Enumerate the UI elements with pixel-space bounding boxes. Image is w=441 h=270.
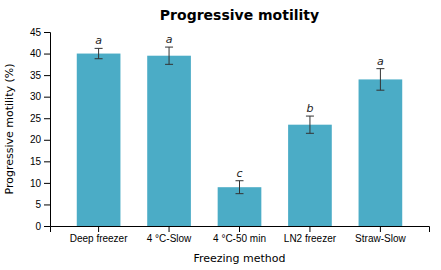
- error-bar-stem: [98, 48, 99, 58]
- y-tick-label: 0: [35, 221, 41, 232]
- y-tick: 20: [30, 134, 50, 145]
- error-bar-cap: [165, 64, 173, 65]
- y-axis-line: [44, 33, 51, 227]
- bar: [147, 56, 191, 226]
- annotations: a a c b a: [95, 33, 384, 180]
- title: Progressive motility: [160, 7, 319, 23]
- x-tick-label: Deep freezer: [70, 233, 128, 244]
- y-axis: 0 5 10 15 20 25 30 35 40 45: [30, 27, 51, 232]
- x-tick-label: LN2 freezer: [284, 233, 337, 244]
- y-tick-label: 25: [30, 113, 42, 124]
- error-bar-stem: [380, 69, 381, 91]
- marks: [77, 47, 402, 226]
- y-tick: 0: [35, 221, 50, 232]
- x-tick-label: 4 °C-50 min: [213, 233, 266, 244]
- y-tick-mark: [44, 226, 50, 227]
- y-tick-label: 45: [30, 27, 42, 38]
- y-tick-mark: [44, 183, 50, 184]
- error-bar-stem: [239, 181, 240, 194]
- x-tick-mark: [98, 226, 99, 232]
- letter-annotation: a: [166, 33, 173, 46]
- error-bar-cap: [376, 68, 384, 69]
- x-axis-title: Freezing method: [193, 252, 285, 265]
- y-tick-mark: [44, 140, 50, 141]
- letter-annotation: b: [306, 102, 313, 115]
- x-axis: Deep freezer 4 °C-Slow 4 °C-50 min LN2 free…: [51, 226, 430, 244]
- x-tick-label: 4 °C-Slow: [147, 233, 192, 244]
- y-tick-mark: [44, 204, 50, 205]
- y-tick: 5: [35, 199, 50, 210]
- x-tick: Straw-Slow: [355, 226, 406, 244]
- y-tick-label: 20: [30, 134, 42, 145]
- y-tick-mark: [44, 54, 50, 55]
- y-tick: 15: [30, 156, 50, 167]
- error-bar-stem: [309, 116, 310, 133]
- y-tick: 40: [30, 48, 50, 59]
- error-bar-cap: [306, 116, 314, 117]
- y-tick-mark: [44, 118, 50, 119]
- y-tick: 35: [30, 70, 50, 81]
- y-tick-label: 40: [30, 48, 42, 59]
- x-tick-mark: [309, 226, 310, 232]
- y-axis-title: Progressive motility (%): [3, 63, 16, 194]
- x-tick: 4 °C-Slow: [147, 226, 192, 244]
- y-tick-label: 15: [30, 156, 42, 167]
- letter-annotation: a: [377, 55, 384, 68]
- x-tick: LN2 freezer: [284, 226, 337, 244]
- error-bar-cap: [165, 47, 173, 48]
- error-bar-cap: [95, 58, 103, 59]
- bar: [77, 54, 121, 226]
- error-bar-cap: [95, 48, 103, 49]
- x-tick-label: Straw-Slow: [355, 233, 406, 244]
- x-tick-mark: [239, 226, 240, 232]
- error-bar-cap: [236, 193, 244, 194]
- error-bar: [95, 48, 103, 58]
- chart: Deep freezer 4 °C-Slow 4 °C-50 min LN2 free…: [0, 0, 441, 270]
- y-tick-label: 30: [30, 91, 42, 102]
- y-tick-label: 5: [35, 199, 41, 210]
- plot: Deep freezer 4 °C-Slow 4 °C-50 min LN2 free…: [30, 27, 430, 244]
- x-tick: 4 °C-50 min: [213, 226, 266, 244]
- y-tick: 45: [30, 27, 50, 38]
- error-bar-cap: [236, 180, 244, 181]
- x-tick-mark: [169, 226, 170, 232]
- y-tick-mark: [44, 75, 50, 76]
- y-tick-mark: [44, 32, 50, 33]
- letter-annotation: c: [236, 167, 242, 180]
- error-bar: [306, 116, 314, 133]
- y-tick: 25: [30, 113, 50, 124]
- bar: [359, 79, 403, 226]
- letter-annotation: a: [95, 34, 102, 47]
- x-tick: Deep freezer: [70, 226, 128, 244]
- error-bar: [376, 69, 384, 91]
- error-bar-cap: [306, 133, 314, 134]
- y-tick: 10: [30, 178, 50, 189]
- x-tick-mark: [380, 226, 381, 232]
- y-tick: 30: [30, 91, 50, 102]
- error-bar-cap: [376, 90, 384, 91]
- bar: [288, 125, 332, 226]
- y-tick-label: 35: [30, 70, 42, 81]
- error-bar-stem: [169, 47, 170, 64]
- y-tick-mark: [44, 97, 50, 98]
- x-axis-line: [51, 227, 430, 233]
- error-bar: [165, 47, 173, 64]
- y-tick-label: 10: [30, 178, 42, 189]
- error-bar: [236, 181, 244, 194]
- y-tick-mark: [44, 161, 50, 162]
